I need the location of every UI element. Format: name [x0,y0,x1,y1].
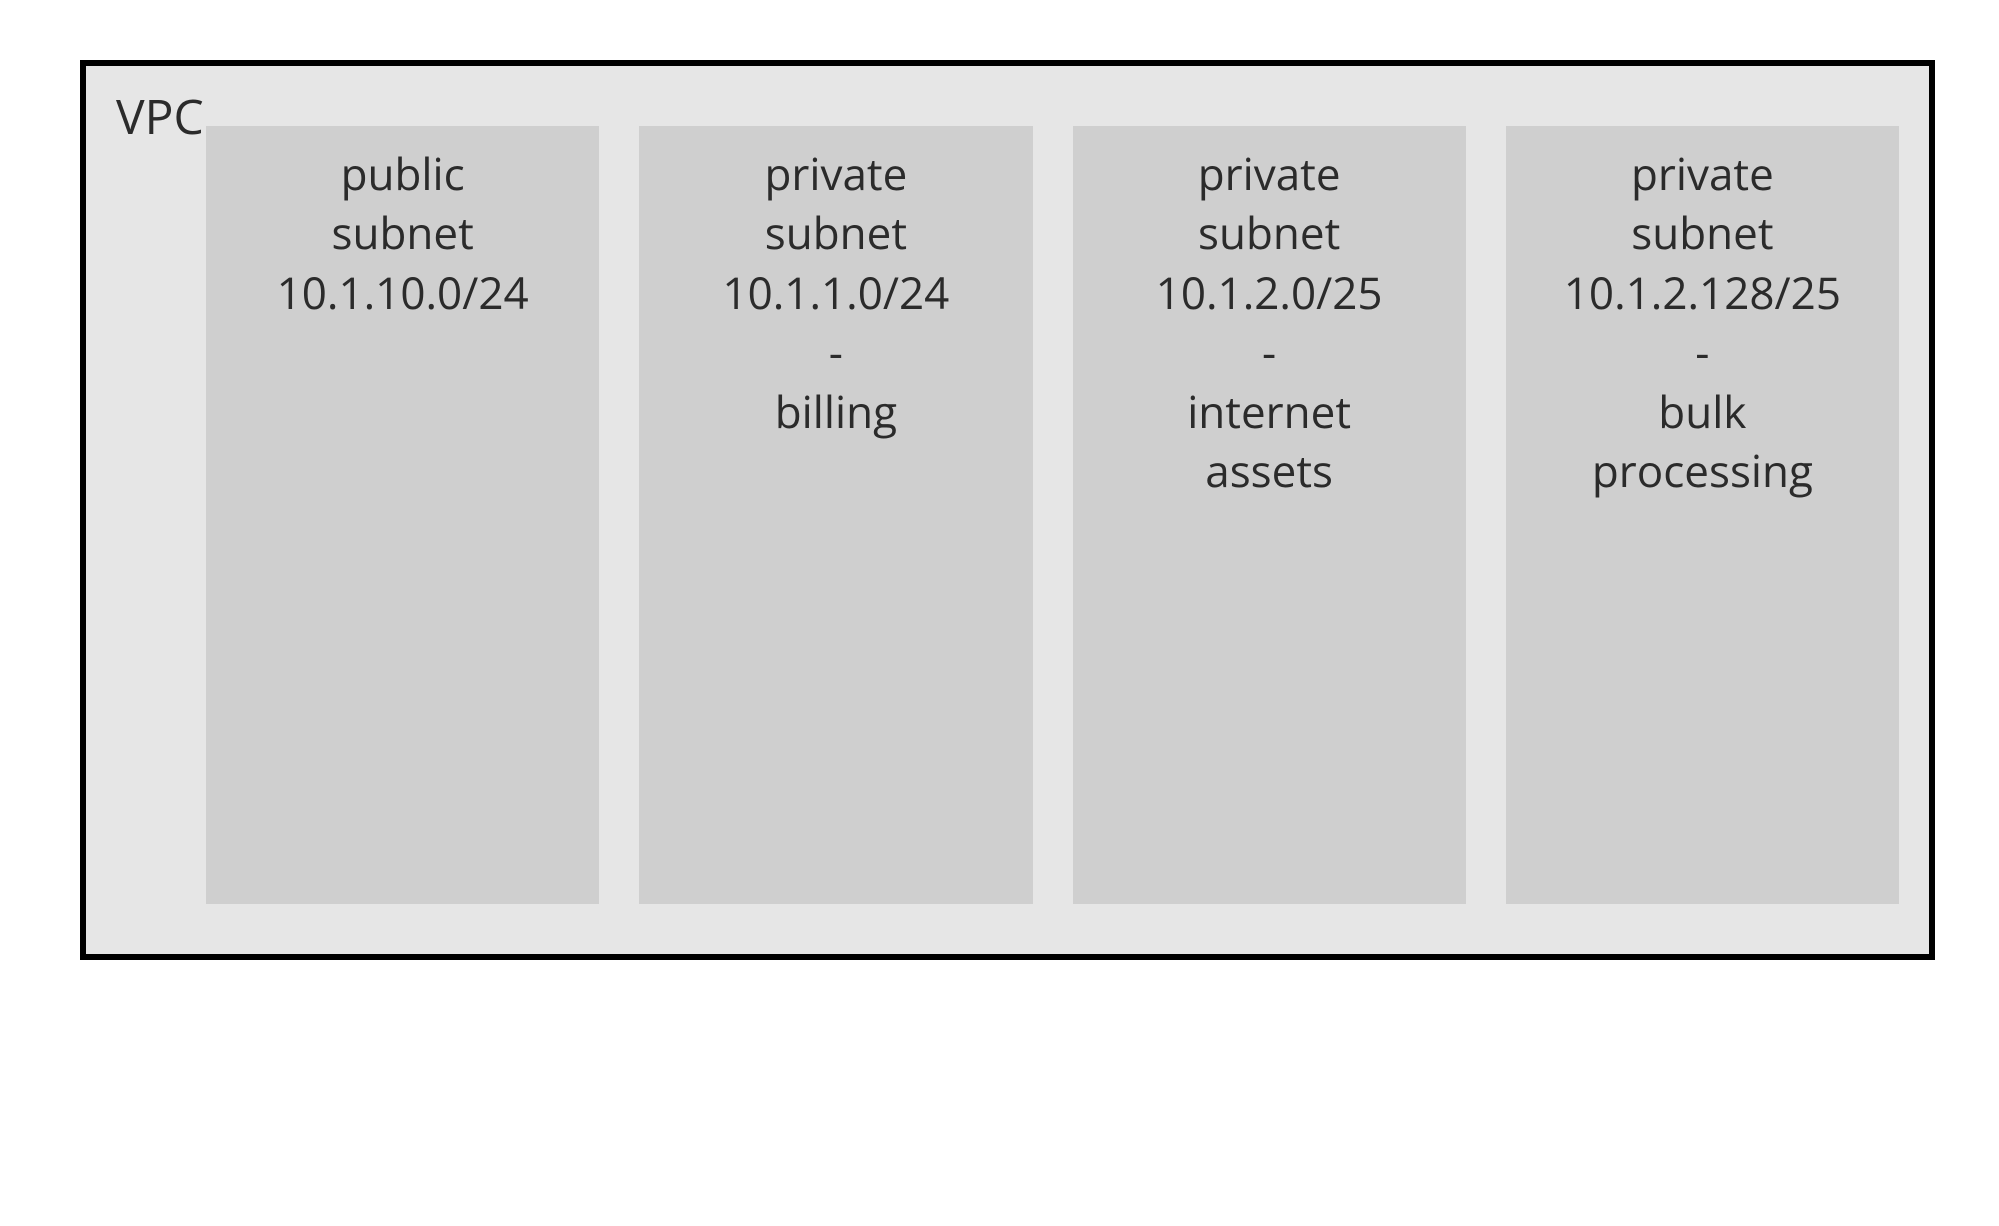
subnet-private-internet-assets: private subnet 10.1.2.0/25 - internet as… [1073,126,1466,904]
subnet-line: billing [639,382,1032,441]
subnet-line: subnet [1073,203,1466,262]
subnet-line: private [1506,144,1899,203]
subnet-line: public [206,144,599,203]
subnet-line: 10.1.2.0/25 [1073,263,1466,322]
subnet-line: private [639,144,1032,203]
subnet-line: processing [1506,441,1899,500]
subnet-line: - [1073,322,1466,381]
subnet-line: assets [1073,441,1466,500]
subnet-line: bulk [1506,382,1899,441]
subnet-line: private [1073,144,1466,203]
subnet-public: public subnet 10.1.10.0/24 [206,126,599,904]
subnet-line: subnet [639,203,1032,262]
subnet-private-billing: private subnet 10.1.1.0/24 - billing [639,126,1032,904]
subnet-line: 10.1.1.0/24 [639,263,1032,322]
subnet-line: 10.1.2.128/25 [1506,263,1899,322]
subnet-line: subnet [206,203,599,262]
subnet-line: subnet [1506,203,1899,262]
vpc-label: VPC [116,84,204,149]
subnet-private-bulk-processing: private subnet 10.1.2.128/25 - bulk proc… [1506,126,1899,904]
subnet-line: - [639,322,1032,381]
vpc-container: VPC public subnet 10.1.10.0/24 private s… [80,60,1935,960]
subnet-line: internet [1073,382,1466,441]
subnet-line: 10.1.10.0/24 [206,263,599,322]
subnet-line: - [1506,322,1899,381]
subnets-row: public subnet 10.1.10.0/24 private subne… [206,126,1899,904]
